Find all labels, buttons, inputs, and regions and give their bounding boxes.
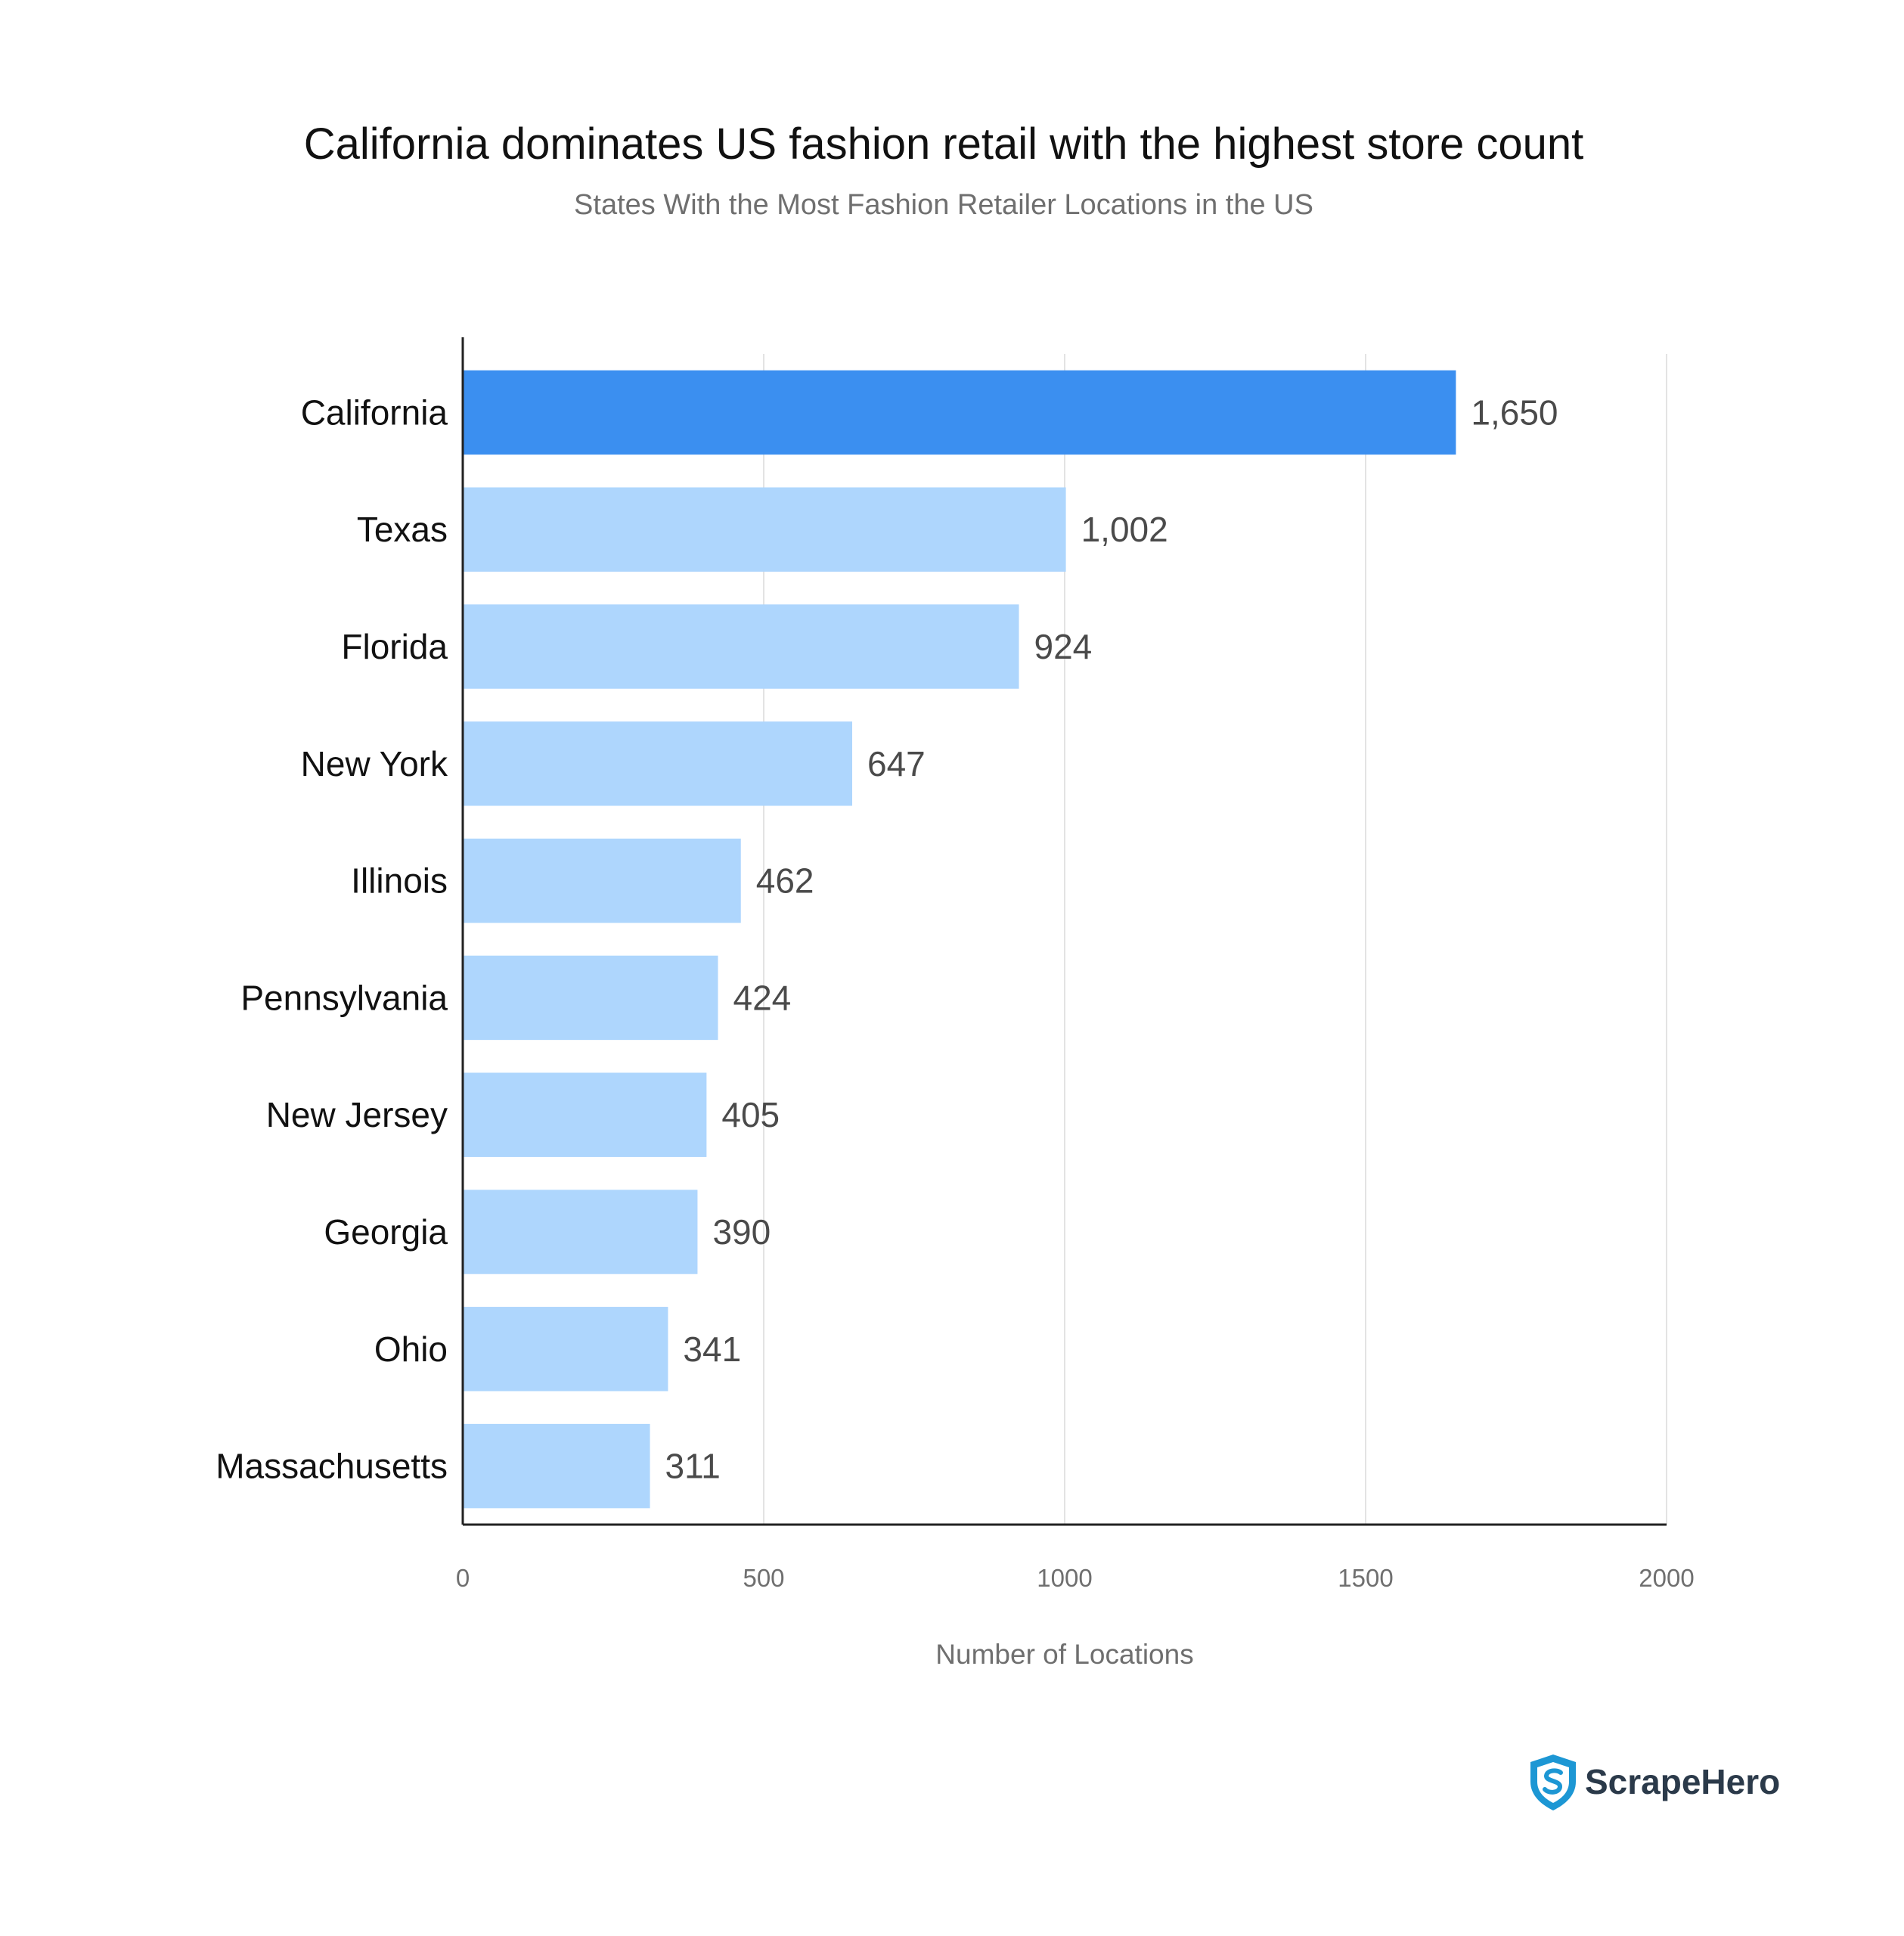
value-label: 390 xyxy=(712,1212,771,1252)
bar-california xyxy=(463,370,1456,455)
value-labels: 1,650 1,002 924 647 462 424 405 390 341 311 xyxy=(665,392,1558,1485)
category-label: Pennsylvania xyxy=(240,978,448,1017)
chart-subtitle: States With the Most Fashion Retailer Lo… xyxy=(574,189,1313,221)
shield-logo-icon xyxy=(1530,1754,1576,1810)
x-tick-labels: 0 500 1000 1500 2000 xyxy=(456,1564,1695,1592)
value-label: 311 xyxy=(665,1447,721,1486)
category-label: Illinois xyxy=(351,861,448,901)
axes xyxy=(461,337,1667,1526)
bar-new-york xyxy=(463,721,853,806)
category-label: New York xyxy=(301,744,448,783)
value-label: 424 xyxy=(733,978,792,1017)
bars xyxy=(463,370,1456,1509)
category-label: Texas xyxy=(357,510,448,549)
x-tick-label: 1500 xyxy=(1338,1564,1393,1592)
brand-name: ScrapeHero xyxy=(1585,1762,1780,1801)
bar-georgia xyxy=(463,1190,698,1274)
bar-massachusetts xyxy=(463,1423,650,1509)
category-label: Florida xyxy=(341,627,448,666)
value-label: 1,002 xyxy=(1081,510,1168,549)
bar-pennsylvania xyxy=(463,955,718,1041)
x-tick-label: 1000 xyxy=(1037,1564,1092,1592)
brand-logo: ScrapeHero xyxy=(1530,1754,1780,1810)
value-label: 924 xyxy=(1034,627,1093,666)
bar-new-jersey xyxy=(463,1072,707,1157)
x-tick-label: 2000 xyxy=(1639,1564,1694,1592)
category-labels: California Texas Florida New York Illinois Pe… xyxy=(216,392,448,1485)
value-label: 647 xyxy=(867,744,926,783)
value-label: 405 xyxy=(721,1095,780,1134)
category-label: Ohio xyxy=(374,1329,448,1369)
category-label: New Jersey xyxy=(266,1095,448,1134)
x-tick-label: 0 xyxy=(456,1564,470,1592)
category-label: California xyxy=(301,392,448,432)
chart-title: California dominates US fashion retail w… xyxy=(304,119,1584,169)
value-label: 1,650 xyxy=(1471,392,1558,432)
x-tick-label: 500 xyxy=(743,1564,784,1592)
bar-ohio xyxy=(463,1307,668,1392)
bar-texas xyxy=(463,487,1066,572)
value-label: 462 xyxy=(756,861,814,901)
bar-florida xyxy=(463,604,1019,689)
value-label: 341 xyxy=(683,1329,741,1369)
category-label: Georgia xyxy=(324,1212,448,1252)
x-axis-title: Number of Locations xyxy=(935,1639,1193,1670)
category-label: Massachusetts xyxy=(216,1447,448,1486)
bar-illinois xyxy=(463,838,741,923)
